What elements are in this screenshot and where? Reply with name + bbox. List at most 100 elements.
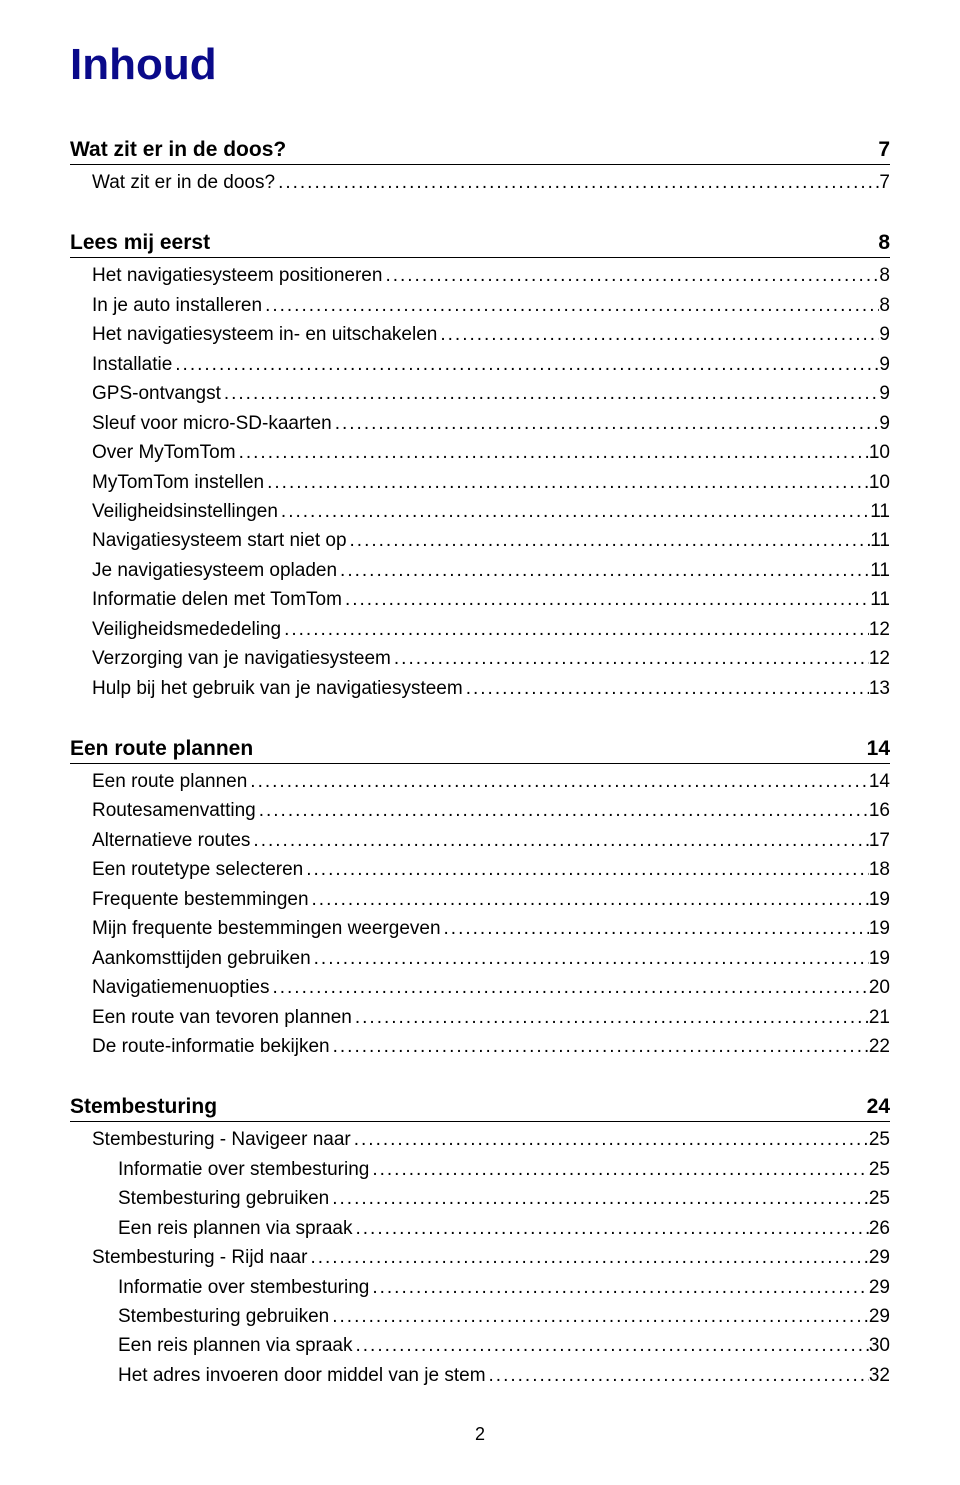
toc-entry-dots: ........................................… <box>330 1032 869 1061</box>
toc-entry-label: Aankomsttijden gebruiken <box>92 944 311 973</box>
toc-entry-label: De route-informatie bekijken <box>92 1032 330 1061</box>
toc-entry[interactable]: Informatie over stembesturing...........… <box>70 1155 890 1184</box>
toc-entry-page: 26 <box>869 1214 890 1243</box>
toc-entry-dots: ........................................… <box>250 826 868 855</box>
toc-entry-page: 17 <box>869 826 890 855</box>
toc-entry-page: 8 <box>879 291 890 320</box>
toc-entry[interactable]: Een reis plannen via spraak.............… <box>70 1214 890 1243</box>
toc-entry[interactable]: Een reis plannen via spraak.............… <box>70 1331 890 1360</box>
toc-entry[interactable]: Verzorging van je navigatiesysteem......… <box>70 644 890 673</box>
toc-entry[interactable]: Informatie over stembesturing...........… <box>70 1273 890 1302</box>
toc-entry-label: Informatie delen met TomTom <box>92 585 342 614</box>
toc-entry[interactable]: Stembesturing - Navigeer naar...........… <box>70 1125 890 1154</box>
toc-entry-dots: ........................................… <box>309 885 869 914</box>
toc-entry[interactable]: Hulp bij het gebruik van je navigatiesys… <box>70 674 890 703</box>
toc-entry-label: GPS-ontvangst <box>92 379 221 408</box>
toc-entry-dots: ........................................… <box>278 497 870 526</box>
toc-entry-dots: ........................................… <box>269 973 868 1002</box>
toc-entry-label: Informatie over stembesturing <box>118 1273 369 1302</box>
toc-entry-label: Navigatiemenuopties <box>92 973 269 1002</box>
toc-entry-label: Stembesturing gebruiken <box>118 1184 329 1213</box>
toc-entry[interactable]: Stembesturing - Rijd naar...............… <box>70 1243 890 1272</box>
toc-entry-page: 16 <box>869 796 890 825</box>
toc-entry-label: Stembesturing gebruiken <box>118 1302 329 1331</box>
toc-entry[interactable]: Informatie delen met TomTom.............… <box>70 585 890 614</box>
toc-entry[interactable]: Het navigatiesysteem positioneren.......… <box>70 261 890 290</box>
toc-entry-label: Frequente bestemmingen <box>92 885 309 914</box>
toc-entry-page: 19 <box>869 885 890 914</box>
toc-entry[interactable]: Alternatieve routes.....................… <box>70 826 890 855</box>
toc-entry-label: Een routetype selecteren <box>92 855 303 884</box>
toc-section-heading[interactable]: Stembesturing24 <box>70 1095 890 1122</box>
toc-section-heading[interactable]: Lees mij eerst8 <box>70 231 890 258</box>
toc-entry-dots: ........................................… <box>332 409 880 438</box>
toc-section-heading-page: 24 <box>867 1095 890 1119</box>
toc-entry-dots: ........................................… <box>382 261 879 290</box>
toc-section-heading[interactable]: Een route plannen14 <box>70 737 890 764</box>
toc-entry-page: 14 <box>869 767 890 796</box>
toc-entry-page: 25 <box>869 1125 890 1154</box>
toc-entry[interactable]: De route-informatie bekijken............… <box>70 1032 890 1061</box>
toc-entry[interactable]: GPS-ontvangst...........................… <box>70 379 890 408</box>
toc-entry[interactable]: Het navigatiesysteem in- en uitschakelen… <box>70 320 890 349</box>
toc-entry-page: 12 <box>869 644 890 673</box>
toc-entry-label: Een route plannen <box>92 767 247 796</box>
toc-entry[interactable]: Veiligheidsmededeling...................… <box>70 615 890 644</box>
toc-entry-dots: ........................................… <box>307 1243 868 1272</box>
toc-entry-dots: ........................................… <box>351 1125 869 1154</box>
toc-entry-label: Routesamenvatting <box>92 796 256 825</box>
toc-entry[interactable]: Het adres invoeren door middel van je st… <box>70 1361 890 1390</box>
toc-entry[interactable]: Navigatiesysteem start niet op..........… <box>70 526 890 555</box>
toc-entry[interactable]: Mijn frequente bestemmingen weergeven...… <box>70 914 890 943</box>
toc-section-heading-label: Wat zit er in de doos? <box>70 138 286 162</box>
toc-entry[interactable]: MyTomTom instellen......................… <box>70 468 890 497</box>
toc-entry-page: 10 <box>869 438 890 467</box>
toc-entry-label: Veiligheidsinstellingen <box>92 497 278 526</box>
toc-entry-page: 11 <box>870 556 890 585</box>
toc-entry-label: Stembesturing - Navigeer naar <box>92 1125 351 1154</box>
toc-entry-dots: ........................................… <box>247 767 869 796</box>
toc-entry-page: 29 <box>869 1243 890 1272</box>
toc-section-heading[interactable]: Wat zit er in de doos? 7 <box>70 138 890 165</box>
toc-entry-dots: ........................................… <box>352 1214 868 1243</box>
toc-entry[interactable]: Een routetype selecteren................… <box>70 855 890 884</box>
toc-entry[interactable]: Je navigatiesysteem opladen.............… <box>70 556 890 585</box>
toc-entry[interactable]: Frequente bestemmingen..................… <box>70 885 890 914</box>
toc-entry-label: Een reis plannen via spraak <box>118 1214 352 1243</box>
toc-entry-label: Het adres invoeren door middel van je st… <box>118 1361 486 1390</box>
toc-entry-dots: ........................................… <box>352 1003 869 1032</box>
toc-entry[interactable]: Over MyTomTom...........................… <box>70 438 890 467</box>
toc-entry[interactable]: Installatie.............................… <box>70 350 890 379</box>
toc-entry-page: 13 <box>869 674 890 703</box>
toc-entry-dots: ........................................… <box>256 796 869 825</box>
toc-entry[interactable]: Een route plannen.......................… <box>70 767 890 796</box>
toc-section: Lees mij eerst8Het navigatiesysteem posi… <box>70 231 890 703</box>
toc-section: Een route plannen14Een route plannen....… <box>70 737 890 1061</box>
toc-entry-label: MyTomTom instellen <box>92 468 264 497</box>
toc-entry[interactable]: Veiligheidsinstellingen.................… <box>70 497 890 526</box>
page-title: Inhoud <box>70 40 890 90</box>
toc-entry-label: Verzorging van je navigatiesysteem <box>92 644 391 673</box>
toc-entry[interactable]: Een route van tevoren plannen...........… <box>70 1003 890 1032</box>
toc-entry-page: 11 <box>870 526 890 555</box>
toc-entry[interactable]: Sleuf voor micro-SD-kaarten.............… <box>70 409 890 438</box>
toc-entry[interactable]: Stembesturing gebruiken.................… <box>70 1302 890 1331</box>
toc-entry-dots: ........................................… <box>337 556 870 585</box>
toc-section-heading-page: 7 <box>878 138 890 162</box>
toc-entry[interactable]: Wat zit er in de doos?..................… <box>70 168 890 197</box>
toc-entry-page: 30 <box>869 1331 890 1360</box>
toc-entry[interactable]: Routesamenvatting.......................… <box>70 796 890 825</box>
toc-entry-label: Een reis plannen via spraak <box>118 1331 352 1360</box>
toc-entry-label: Wat zit er in de doos? <box>92 168 275 197</box>
toc-entry-page: 18 <box>869 855 890 884</box>
toc-entry-dots: ........................................… <box>347 526 871 555</box>
toc-entry-dots: ........................................… <box>311 944 869 973</box>
toc-entry-dots: ........................................… <box>275 168 879 197</box>
toc-entry-page: 11 <box>870 497 890 526</box>
toc-entry[interactable]: Stembesturing gebruiken.................… <box>70 1184 890 1213</box>
toc-entry[interactable]: Aankomsttijden gebruiken................… <box>70 944 890 973</box>
toc-entry[interactable]: Navigatiemenuopties.....................… <box>70 973 890 1002</box>
toc-section-heading-label: Lees mij eerst <box>70 231 210 255</box>
toc-entry-label: Veiligheidsmededeling <box>92 615 281 644</box>
toc-entry[interactable]: In je auto installeren..................… <box>70 291 890 320</box>
